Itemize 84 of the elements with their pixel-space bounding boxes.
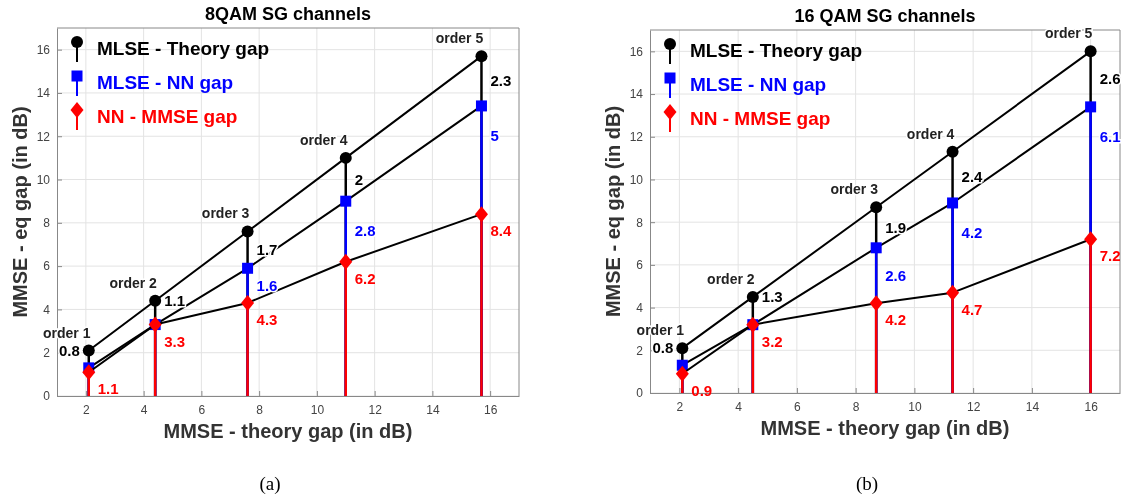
annotation: 1.9 <box>885 218 907 236</box>
y-tick-label: 8 <box>636 215 644 230</box>
x-axis-title: MMSE - theory gap (in dB) <box>760 417 1010 439</box>
data-label: 3.3 <box>164 332 186 350</box>
x-tick-label: 8 <box>256 402 264 417</box>
legend-label: NN - MMSE gap <box>97 106 238 127</box>
y-tick-label: 0 <box>636 386 644 401</box>
annotation: 5 <box>490 126 499 144</box>
annotation: 6.1 <box>1099 127 1121 145</box>
y-tick-label: 4 <box>43 302 51 317</box>
y-tick-label: 2 <box>43 346 51 361</box>
x-tick-label: 4 <box>140 402 148 417</box>
annotation: order 2 <box>707 270 755 287</box>
y-tick-label: 10 <box>629 172 644 187</box>
annotation: 1.3 <box>761 287 783 305</box>
x-tick-label: 14 <box>426 402 440 417</box>
legend-label: MLSE - NN gap <box>97 72 234 93</box>
annotation: 2.6 <box>885 266 907 284</box>
annotation: order 1 <box>636 322 685 339</box>
y-tick-label: 6 <box>43 259 51 274</box>
x-tick-label: 6 <box>794 399 802 414</box>
annotation: 2.8 <box>354 222 376 240</box>
annotation: 4.2 <box>961 223 983 241</box>
annotation: 2.4 <box>961 168 984 186</box>
text: (b) <box>855 473 879 495</box>
y-tick-label: 16 <box>629 44 644 59</box>
annotation: 1.7 <box>256 240 278 258</box>
data-label: 0.9 <box>691 381 713 399</box>
data-label: 8.4 <box>490 222 512 240</box>
annotation: order 4 <box>300 131 348 148</box>
y-axis-title: MMSE - eq gap (in dB) <box>9 106 31 318</box>
chart-title: 16 QAM SG channels <box>794 6 976 26</box>
y-tick-label: 6 <box>636 258 644 273</box>
annotation: 1.1 <box>164 291 186 309</box>
x-tick-label: 2 <box>83 402 91 417</box>
annotation: order 4 <box>906 125 955 142</box>
y-tick-label: 12 <box>629 130 644 145</box>
y-tick-label: 14 <box>629 87 644 102</box>
x-tick-label: 16 <box>483 402 498 417</box>
annotation: order 1 <box>43 324 91 341</box>
data-label: 6.2 <box>354 269 376 287</box>
annotation: 2.3 <box>490 72 512 90</box>
x-tick-label: 4 <box>735 399 743 414</box>
data-label: 7.2 <box>1099 247 1121 265</box>
y-tick-label: 4 <box>636 300 644 315</box>
text: (a) <box>259 473 281 495</box>
data-label: 3.2 <box>761 332 783 350</box>
annotation: 0.8 <box>58 341 80 359</box>
x-tick-label: 16 <box>1084 399 1099 414</box>
chart-title: 8QAM SG channels <box>204 4 372 24</box>
data-label: 4.3 <box>256 310 278 328</box>
annotation: order 2 <box>109 274 158 291</box>
data-label: 4.2 <box>885 311 907 329</box>
y-tick-label: 14 <box>36 86 51 101</box>
data-label: 4.7 <box>961 300 983 318</box>
x-tick-label: 10 <box>908 399 922 414</box>
annotation: order 3 <box>830 181 879 198</box>
data-label: 1.1 <box>97 380 119 398</box>
y-tick-label: 12 <box>36 129 51 144</box>
y-tick-label: 16 <box>36 42 51 57</box>
y-tick-label: 10 <box>36 172 51 187</box>
y-tick-label: 0 <box>43 389 51 404</box>
annotation: 0.8 <box>652 339 674 357</box>
y-tick-label: 8 <box>43 216 51 231</box>
x-tick-label: 6 <box>198 402 206 417</box>
y-tick-label: 2 <box>636 343 644 358</box>
x-tick-label: 10 <box>310 402 325 417</box>
x-tick-label: 12 <box>368 402 383 417</box>
x-axis-title: MMSE - theory gap (in dB) <box>163 420 413 442</box>
annotation: order 5 <box>1044 25 1093 42</box>
legend-label: MLSE - Theory gap <box>97 38 270 59</box>
annotation: order 3 <box>201 205 250 222</box>
annotation: 2 <box>354 170 364 188</box>
annotation: order 5 <box>435 30 484 47</box>
legend-label: MLSE - Theory gap <box>690 40 863 61</box>
x-tick-label: 8 <box>852 399 860 414</box>
y-axis-title: MMSE - eq gap (in dB) <box>602 105 624 318</box>
annotation: 2.6 <box>1099 70 1121 88</box>
x-tick-label: 2 <box>676 399 684 414</box>
x-tick-label: 14 <box>1025 399 1040 414</box>
x-tick-label: 12 <box>966 399 981 414</box>
legend-label: NN - MMSE gap <box>690 108 831 129</box>
legend-label: MLSE - NN gap <box>690 74 827 95</box>
annotation: 1.6 <box>256 276 278 294</box>
